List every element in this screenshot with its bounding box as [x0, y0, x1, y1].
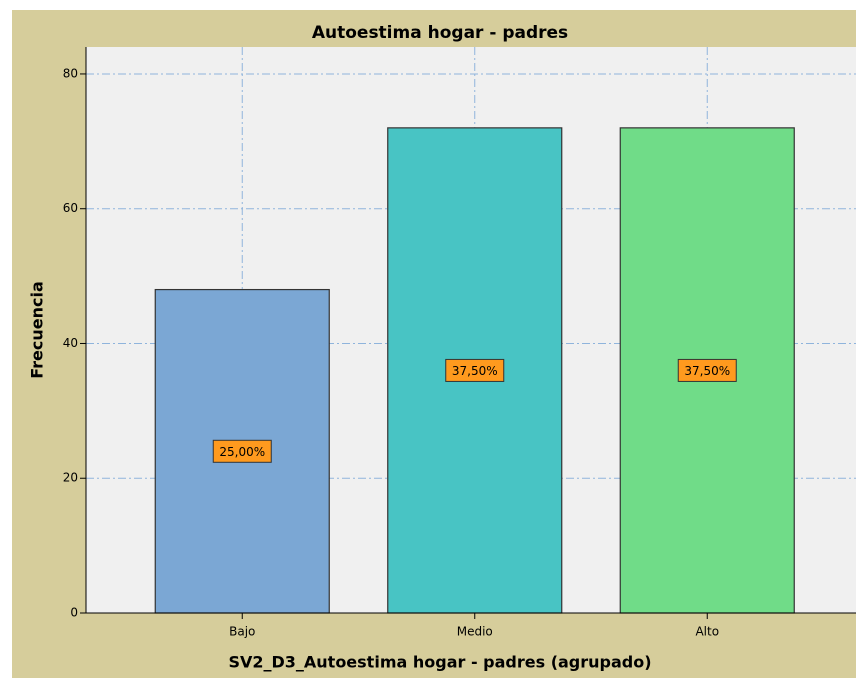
percent-label-box — [445, 358, 505, 382]
x-tick-label: Alto — [695, 625, 719, 639]
x-axis-label: SV2_D3_Autoestima hogar - padres (agrupa… — [228, 653, 651, 672]
y-tick-label: 40 — [63, 336, 78, 350]
percent-label-box — [677, 358, 737, 382]
percent-label: 37,50% — [684, 364, 730, 378]
chart-title: Autoestima hogar - padres — [312, 23, 568, 43]
x-tick-label: Medio — [457, 625, 493, 639]
x-tick-label: Bajo — [229, 625, 255, 639]
percent-label: 25,00% — [219, 445, 265, 459]
y-tick-label: 80 — [63, 66, 78, 80]
y-tick-label: 60 — [63, 201, 78, 215]
y-axis-label: Frecuencia — [28, 281, 47, 379]
y-tick-label: 20 — [63, 471, 78, 485]
percent-label: 37,50% — [452, 364, 498, 378]
y-tick-label: 0 — [70, 606, 78, 620]
percent-label-box — [212, 439, 272, 463]
